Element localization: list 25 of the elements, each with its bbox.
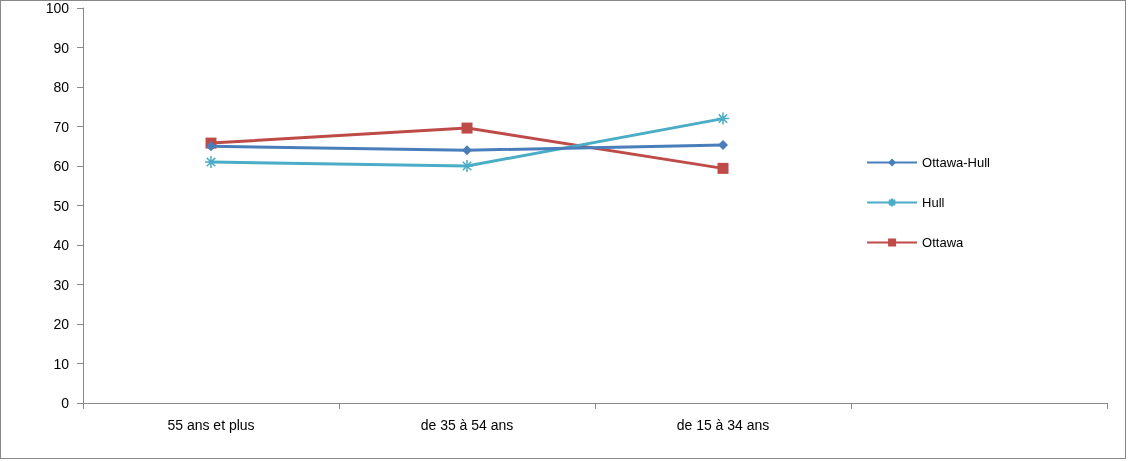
y-tick-label: 90 xyxy=(53,39,70,56)
y-tick-label: 40 xyxy=(53,237,70,253)
point xyxy=(716,111,730,126)
x-tick-label: de 35 à 54 ans xyxy=(420,417,514,433)
point xyxy=(461,122,473,134)
y-tick-label: 30 xyxy=(53,276,70,293)
y-tick-label: 70 xyxy=(53,118,70,135)
legend-label: Ottawa xyxy=(922,235,965,250)
y-tick-label: 100 xyxy=(45,0,70,16)
point xyxy=(462,145,472,156)
y-tick-label: 0 xyxy=(61,395,70,411)
point xyxy=(717,162,729,174)
x-tick-label: de 15 à 34 ans xyxy=(676,417,770,433)
point xyxy=(206,141,216,152)
x-tick-label: 55 ans et plus xyxy=(167,417,255,433)
y-tick-label: 60 xyxy=(53,158,70,174)
point xyxy=(460,159,474,173)
y-tick-label: 50 xyxy=(53,197,70,214)
y-tick-label: 80 xyxy=(53,79,70,95)
legend-label: Hull xyxy=(922,195,945,210)
legend-label: Ottawa-Hull xyxy=(922,155,991,170)
point xyxy=(718,140,728,151)
point xyxy=(204,155,218,169)
y-tick-label: 20 xyxy=(53,316,70,332)
y-tick-label: 10 xyxy=(53,355,70,372)
